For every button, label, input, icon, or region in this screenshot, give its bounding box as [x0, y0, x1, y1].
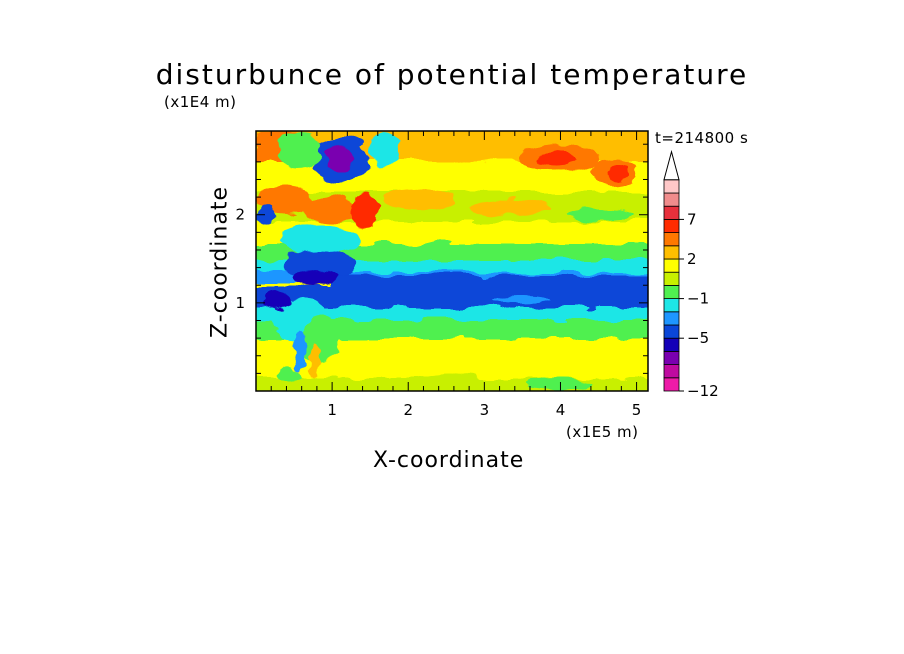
x-axis-label: X-coordinate: [373, 448, 525, 473]
x-tick-label: 4: [556, 401, 566, 419]
colorbar-swatch: [663, 205, 680, 220]
y-tick-label: 2: [235, 206, 245, 224]
colorbar: −12−5−127: [663, 149, 719, 400]
colorbar-swatch: [663, 377, 680, 392]
colorbar-extend-arrow: [663, 149, 680, 181]
colorbar-swatch: [663, 337, 680, 352]
x-tick-label: 5: [632, 401, 642, 419]
y-tick-label: 1: [235, 294, 245, 312]
axis-ticks: 1 2 3 4 5 1 2: [235, 131, 648, 419]
colorbar-label: −1: [687, 290, 709, 308]
chart-title: disturbunce of potential temperature: [155, 58, 749, 91]
colorbar-swatch: [663, 218, 680, 233]
colorbar-swatch: [663, 192, 680, 207]
contour-field: [256, 131, 648, 391]
colorbar-label: −5: [687, 329, 709, 347]
colorbar-swatch: [663, 364, 680, 379]
time-stamp: t=214800 s: [655, 129, 749, 147]
x-tick-label: 1: [327, 401, 337, 419]
x-tick-label: 3: [480, 401, 490, 419]
plot-frame: [255, 130, 649, 392]
colorbar-swatch: [663, 245, 680, 260]
colorbar-label: 7: [687, 210, 697, 228]
colorbar-swatch: [663, 311, 680, 326]
colorbar-label: 2: [687, 250, 697, 268]
colorbar-swatch: [663, 258, 680, 273]
colorbar-swatch: [663, 324, 680, 339]
x-axis-unit: (x1E5 m): [566, 423, 639, 441]
colorbar-swatch: [663, 350, 680, 365]
colorbar-swatch: [663, 232, 680, 247]
colorbar-swatch: [663, 271, 680, 286]
y-axis-unit: (x1E4 m): [164, 93, 237, 111]
colorbar-label: −12: [687, 382, 719, 400]
x-tick-label: 2: [403, 401, 413, 419]
colorbar-swatch: [663, 284, 680, 299]
colorbar-swatch: [663, 179, 680, 194]
colorbar-swatch: [663, 298, 680, 313]
